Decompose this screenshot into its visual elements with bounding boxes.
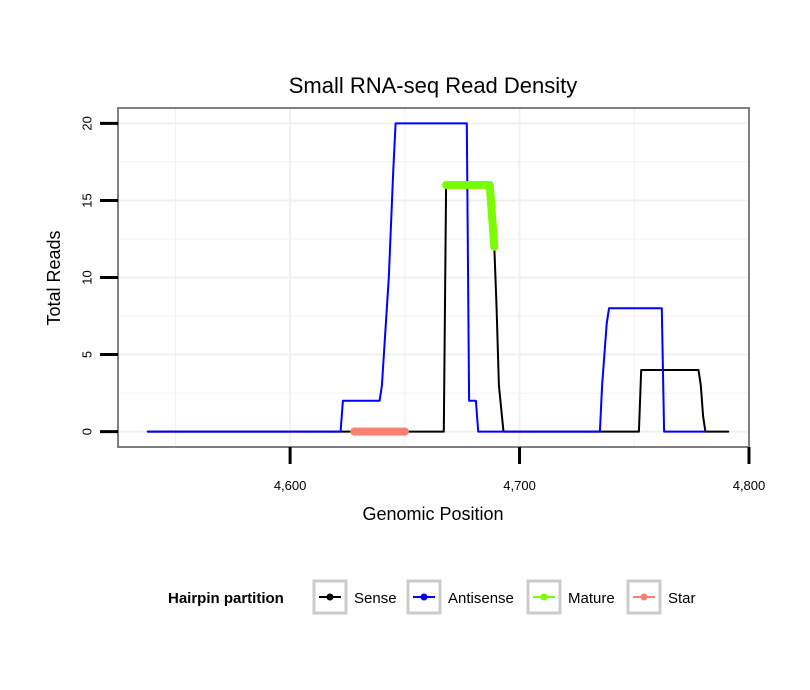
legend-item-antisense: Antisense	[406, 579, 514, 615]
legend-label-star: Star	[668, 590, 696, 607]
x-tick-label: 4,600	[274, 478, 307, 493]
legend: Hairpin partition Sense Antisense Mature St…	[168, 579, 696, 615]
legend-key-dot-antisense	[420, 593, 428, 601]
y-axis-title: Total Reads	[44, 230, 64, 325]
series-layer	[146, 122, 730, 436]
chart-title: Small RNA-seq Read Density	[289, 73, 578, 98]
y-tick-label: 20	[79, 116, 94, 130]
legend-item-mature: Mature	[526, 579, 615, 615]
legend-label-mature: Mature	[568, 590, 615, 607]
series-star-point	[350, 427, 359, 436]
x-tick-label: 4,800	[733, 478, 766, 493]
legend-item-star: Star	[626, 579, 696, 615]
legend-key-dot-sense	[326, 593, 334, 601]
series-mature-point	[442, 181, 451, 190]
y-tick-label: 10	[79, 270, 94, 284]
legend-key-dot-mature	[540, 593, 548, 601]
series-mature-point	[490, 242, 499, 251]
y-tick-label: 5	[79, 351, 94, 358]
grid-lines	[118, 108, 749, 447]
series-mature-point	[485, 181, 494, 190]
x-axis-title: Genomic Position	[362, 504, 503, 524]
y-tick-label: 15	[79, 193, 94, 207]
x-tick-label: 4,700	[503, 478, 536, 493]
legend-item-sense: Sense	[312, 579, 397, 615]
legend-title: Hairpin partition	[168, 590, 284, 607]
y-tick-label: 0	[79, 428, 94, 435]
y-axis: 0 5 10 15 20	[79, 116, 118, 435]
legend-key-dot-star	[640, 593, 648, 601]
legend-label-antisense: Antisense	[448, 590, 514, 607]
series-antisense-line	[146, 122, 707, 433]
legend-label-sense: Sense	[354, 590, 397, 607]
series-star-point	[400, 427, 409, 436]
x-axis: 4,600 4,700 4,800	[274, 447, 765, 493]
